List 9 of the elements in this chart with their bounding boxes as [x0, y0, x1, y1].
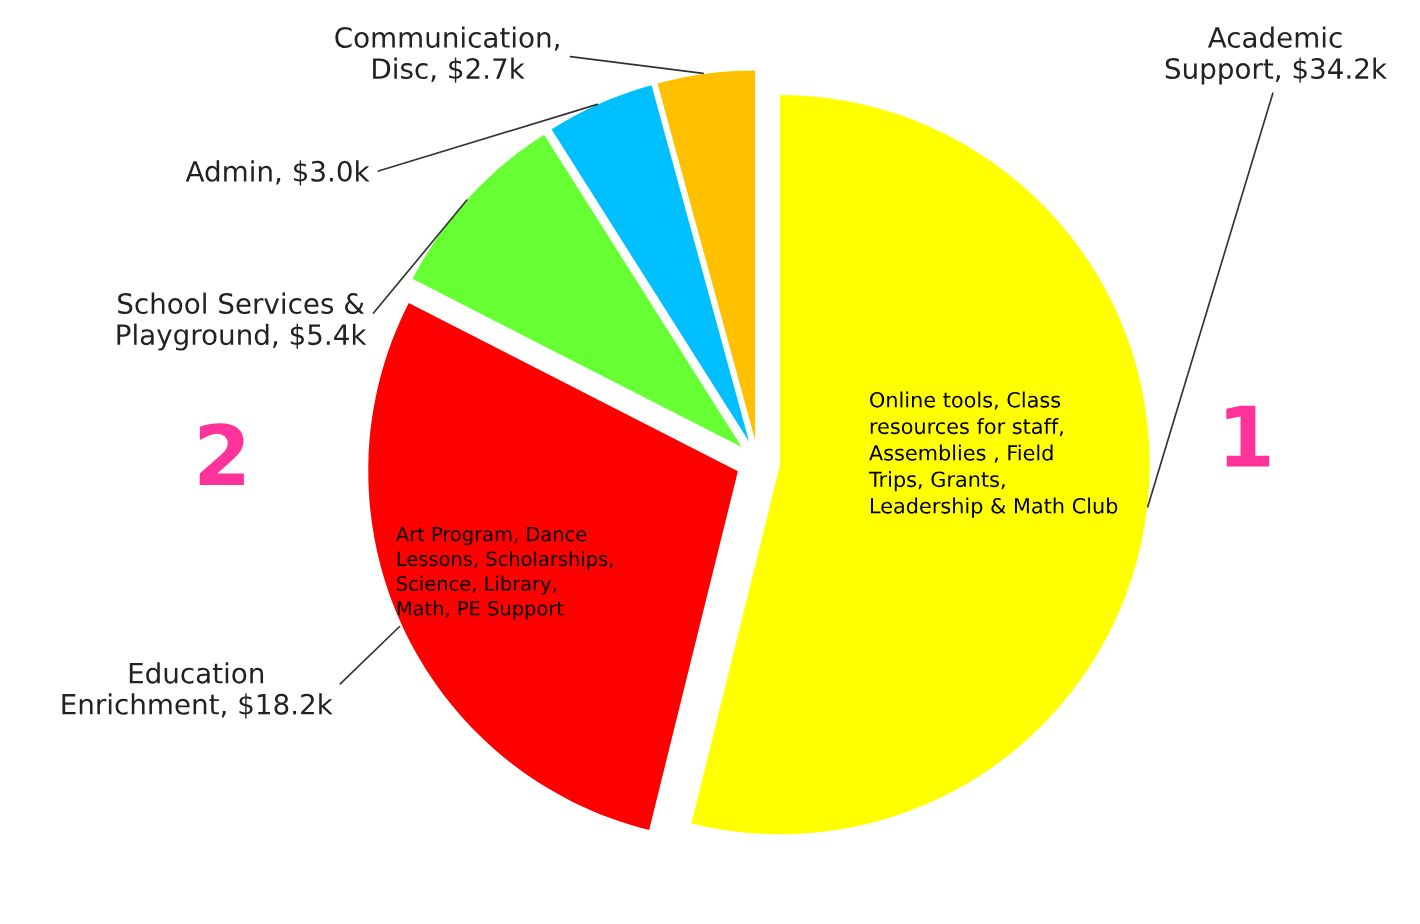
slice-label: Communication, Disc, $2.7k	[335, 26, 559, 83]
text: Online tools, Class resources for staff, Assemblies , Field Trips, Grants, Leadership & Math Club	[868, 391, 1118, 518]
slice-label: School Services & Playground, $5.4k	[117, 292, 367, 351]
text: 2	[199, 423, 244, 485]
slice-label: Academic Support, $34.2k	[1165, 26, 1387, 85]
text: Art Program, Dance Lessons, Scholarships, Science, Library, Math, PE Support	[395, 526, 613, 620]
text: 1	[1226, 405, 1270, 467]
slice-label: Admin, $3.0k	[185, 160, 370, 186]
slice-label: Education Enrichment, $18.2k	[62, 662, 333, 719]
